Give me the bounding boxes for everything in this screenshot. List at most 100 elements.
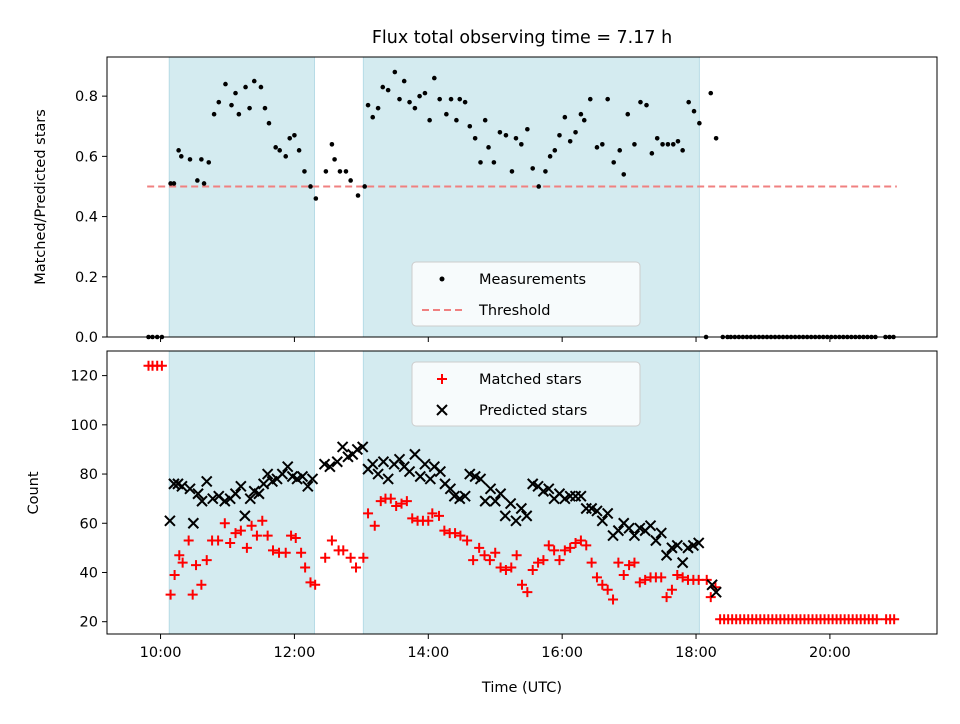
matched-stars-point — [608, 594, 619, 605]
matched-stars-point — [296, 547, 307, 558]
top-y-tick-label: 0.0 — [75, 330, 98, 346]
measurements-point — [708, 90, 714, 96]
matched-stars-point — [187, 589, 198, 600]
matched-stars-point — [462, 535, 473, 546]
predicted-stars-point — [444, 483, 457, 495]
measurements-point — [337, 169, 343, 174]
predicted-stars-point — [676, 556, 689, 569]
predicted-stars-point — [296, 470, 309, 483]
measurements-point — [605, 96, 610, 102]
measurements-point — [370, 114, 376, 120]
matched-stars-point — [427, 508, 438, 519]
top-chart-title: Flux total observing time = 7.17 h — [372, 28, 672, 48]
measurements-point — [176, 148, 181, 153]
predicted-stars-point — [489, 495, 501, 507]
predicted-stars-point — [302, 480, 314, 493]
predicted-stars-point — [706, 579, 718, 591]
predicted-stars-point — [306, 473, 319, 485]
top-legend-label: Measurements — [479, 272, 586, 288]
measurements-point — [478, 160, 483, 165]
matched-stars-point — [889, 614, 900, 625]
measurements-point — [199, 157, 204, 162]
predicted-stars-point — [192, 488, 204, 500]
matched-stars-point — [300, 562, 311, 573]
predicted-stars-point — [612, 524, 625, 537]
top-axes: 0.0 0.2 0.4 0.6 0.8 Flux total observing tim… — [33, 28, 938, 346]
measurements-point — [547, 154, 553, 159]
measurements-point — [178, 154, 184, 159]
measurements-point — [611, 160, 617, 165]
measurements-point — [223, 81, 228, 87]
matched-stars-point — [351, 562, 361, 573]
matched-stars-point — [624, 560, 635, 571]
matched-stars-point — [490, 547, 501, 558]
measurements-point — [444, 111, 449, 117]
measurements-point — [287, 135, 293, 141]
matched-stars-point — [219, 518, 230, 529]
matched-stars-point — [363, 508, 374, 519]
top-y-tick-label: 0.6 — [75, 149, 98, 165]
matched-stars-point — [484, 555, 495, 566]
matched-stars-point — [527, 565, 538, 576]
matched-stars-point — [618, 569, 629, 580]
measurements-point — [697, 120, 702, 126]
x-tick-label: 16:00 — [541, 645, 583, 661]
predicted-stars-point — [543, 483, 555, 495]
measurements-point — [422, 90, 428, 96]
matched-stars-point — [246, 520, 257, 531]
measurements-point — [375, 105, 381, 111]
measurements-point — [323, 169, 329, 174]
top-y-tick-label: 0.8 — [75, 89, 98, 105]
measurements-point — [632, 142, 637, 147]
matched-stars-point — [450, 528, 461, 539]
predicted-stars-point — [282, 460, 294, 473]
measurements-point — [247, 105, 252, 111]
matched-stars-point — [554, 555, 565, 566]
matched-stars-point — [591, 572, 602, 583]
measurements-point — [686, 99, 691, 105]
measurements-point — [229, 102, 234, 108]
matched-stars-point — [257, 515, 268, 526]
measurements-point — [457, 96, 463, 102]
bottom-y-axis-label: Count — [26, 471, 42, 514]
predicted-stars-point — [261, 468, 274, 480]
matched-stars-point — [326, 535, 337, 546]
measurements-point — [258, 84, 264, 90]
matched-stars-point — [320, 552, 331, 563]
predicted-stars-point — [414, 470, 426, 483]
measurements-point — [600, 142, 605, 147]
matched-stars-point — [586, 557, 597, 568]
measurements-point — [283, 154, 289, 159]
matched-stars-point — [479, 550, 490, 561]
matched-stars-point — [677, 572, 688, 583]
measurements-point — [348, 178, 353, 183]
legend-marker-matched-stars — [437, 374, 447, 384]
predicted-stars-point — [164, 515, 176, 527]
predicted-stars-point — [168, 478, 180, 490]
matched-stars-point — [407, 513, 418, 524]
bottom-ticks: 20 40 60 80 100 120 10:00 12:00 14:00 16:00 18:00 2… — [70, 369, 850, 661]
top-legend: Measurements Threshold — [411, 261, 641, 327]
measurements-point — [509, 169, 515, 174]
measurements-point — [277, 148, 282, 153]
bottom-shaded-interval-1 — [168, 350, 315, 635]
matched-stars-point — [251, 530, 262, 541]
matched-stars-point — [385, 493, 396, 504]
predicted-stars-point — [409, 448, 421, 461]
predicted-stars-point — [644, 520, 657, 532]
measurements-point — [302, 169, 307, 174]
matched-stars-point — [396, 498, 407, 509]
matched-stars-point — [522, 587, 533, 598]
matched-stars-point — [310, 579, 321, 590]
predicted-stars-point — [434, 465, 447, 478]
predicted-stars-point — [229, 488, 242, 500]
matched-stars-point — [262, 530, 273, 541]
measurements-point — [472, 135, 478, 141]
bottom-y-tick-label: 100 — [70, 418, 98, 434]
measurements-point — [313, 196, 319, 201]
measurements-point — [649, 151, 655, 156]
x-tick-label: 14:00 — [407, 645, 449, 661]
measurements-point — [519, 142, 524, 147]
top-legend-box — [411, 261, 641, 327]
matched-stars-point — [543, 540, 554, 551]
